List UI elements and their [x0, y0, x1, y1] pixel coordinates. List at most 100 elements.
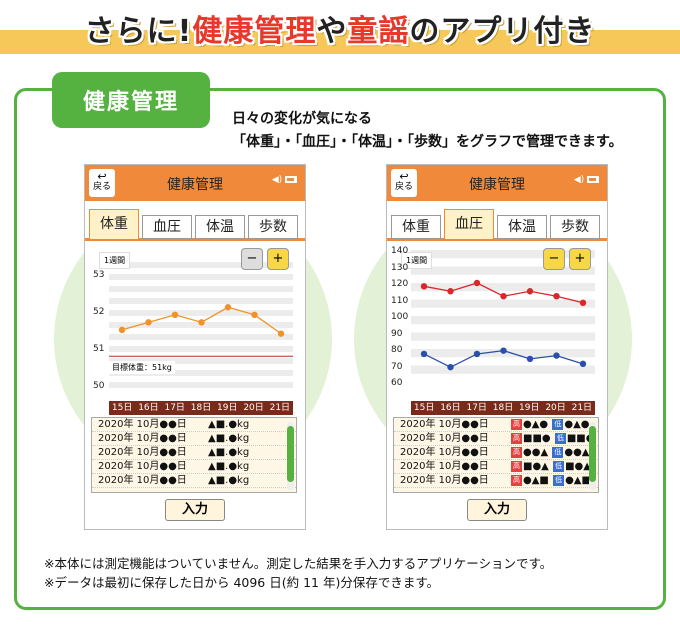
weight-point: [171, 311, 179, 318]
tab-blood-pressure[interactable]: 血圧: [142, 215, 192, 239]
bp-chart-svg: [411, 250, 595, 374]
grid-band: [109, 298, 293, 304]
y-tick: 140: [391, 246, 409, 256]
scrollbar-thumb[interactable]: [287, 426, 294, 482]
tab-bar: 体重 血圧 体温 歩数: [85, 209, 305, 241]
grid-band: [109, 262, 293, 268]
blood-pressure-screen: ↩ 戻る 健康管理 ◀) 体重 血圧 体温 歩数 1週間 − + 140 130 12…: [386, 164, 608, 530]
x-tick: 21日: [571, 403, 593, 413]
list-item[interactable]: 2020年 10月●●日高 ■■● 低 ■■●: [394, 432, 598, 446]
systolic-point: [526, 288, 534, 295]
x-tick: 15日: [111, 403, 133, 413]
low-badge: 低: [552, 418, 564, 430]
tab-blood-pressure[interactable]: 血圧: [444, 209, 494, 239]
low-badge: 低: [553, 460, 565, 472]
y-tick: 90: [391, 328, 403, 339]
back-button[interactable]: ↩ 戻る: [391, 169, 417, 197]
scrollbar-thumb[interactable]: [589, 426, 596, 482]
note-line-1: ※本体には測定機能はついていません。測定した結果を手入力するアプリケーションです…: [44, 556, 553, 571]
input-button[interactable]: 入力: [467, 499, 527, 521]
y-tick: 51: [93, 344, 105, 354]
x-tick: 19日: [519, 403, 540, 413]
tab-temperature[interactable]: 体温: [195, 215, 245, 239]
y-tick: 130: [391, 262, 409, 273]
zoom-out-icon[interactable]: −: [241, 248, 263, 270]
zoom-in-icon[interactable]: +: [267, 248, 289, 270]
list-item[interactable]: 2020年 10月●●日 ▲■.●kg: [92, 460, 296, 474]
target-weight-label: 目標体重：51kg: [109, 361, 175, 374]
diastolic-point: [553, 352, 560, 359]
app-header: ↩ 戻る 健康管理 ◀): [85, 165, 305, 201]
high-badge: 高: [511, 432, 522, 444]
x-tick: 21日: [269, 403, 291, 413]
date-axis: 15日 16日 17日 18日 19日 20日 21日: [411, 401, 595, 415]
battery-icon: [285, 176, 297, 183]
x-tick: 15日: [413, 403, 435, 413]
x-tick: 17日: [164, 403, 185, 413]
weight-point: [224, 304, 232, 311]
weight-chart-svg: [109, 262, 293, 388]
grid-band: [109, 346, 293, 352]
period-selector[interactable]: 1週間: [401, 252, 433, 269]
y-tick: 120: [391, 279, 409, 289]
tab-temperature[interactable]: 体温: [497, 215, 547, 239]
zoom-in-icon[interactable]: +: [569, 248, 591, 270]
x-tick: 20日: [545, 403, 566, 413]
y-tick: 110: [391, 295, 409, 306]
y-tick: 52: [93, 307, 105, 317]
list-item[interactable]: 2020年 10月●●日 ▲■.●kg: [92, 474, 296, 488]
weight-point: [277, 330, 285, 337]
diastolic-point: [500, 347, 507, 354]
list-item[interactable]: 2020年 10月●●日高 ●▲● 低 ●▲●: [394, 418, 598, 432]
back-button[interactable]: ↩ 戻る: [89, 169, 115, 197]
list-item[interactable]: 2020年 10月●●日 ▲■.●kg: [92, 418, 296, 432]
grid-band: [109, 382, 293, 388]
description-line-1: 日々の変化が気になる: [232, 111, 372, 127]
y-tick: 60: [391, 378, 403, 388]
high-badge: 高: [511, 460, 522, 472]
zoom-out-icon[interactable]: −: [543, 248, 565, 270]
list-item[interactable]: 2020年 10月●●日 ▲■.●kg: [92, 446, 296, 460]
app-title: 健康管理: [469, 177, 525, 193]
app-header: ↩ 戻る 健康管理 ◀): [387, 165, 607, 201]
scrollbar[interactable]: [287, 422, 294, 490]
list-item[interactable]: 2020年 10月●●日高 ●●▲ 低 ●●▲: [394, 446, 598, 460]
tab-weight[interactable]: 体重: [391, 215, 441, 239]
scrollbar[interactable]: [589, 422, 596, 490]
battery-icon: [587, 176, 599, 183]
x-tick: 19日: [217, 403, 238, 413]
list-item[interactable]: 2020年 10月●●日高 ●▲■ 低 ●▲■: [394, 474, 598, 488]
period-selector[interactable]: 1週間: [99, 252, 131, 269]
x-tick: 20日: [243, 403, 264, 413]
high-badge: 高: [511, 474, 522, 486]
tab-steps[interactable]: 歩数: [550, 215, 600, 239]
weight-point: [198, 319, 205, 326]
x-tick: 17日: [466, 403, 487, 413]
diastolic-point: [420, 350, 428, 358]
y-tick: 53: [93, 270, 105, 280]
tab-steps[interactable]: 歩数: [248, 215, 298, 239]
systolic-point: [553, 293, 560, 300]
grid-band: [109, 274, 293, 280]
x-tick: 16日: [440, 403, 461, 413]
tab-weight[interactable]: 体重: [89, 209, 139, 239]
speaker-icon: ◀): [573, 175, 585, 185]
x-tick: 18日: [492, 403, 514, 413]
record-list[interactable]: 2020年 10月●●日高 ●▲● 低 ●▲● 2020年 10月●●日高 ■■● 低 ■…: [393, 417, 599, 493]
grid-band: [411, 332, 595, 341]
y-tick: 80: [391, 345, 403, 355]
diastolic-point: [526, 355, 534, 363]
top-banner: さらに!健康管理や童謡のアプリ付き: [0, 0, 680, 60]
input-button[interactable]: 入力: [165, 499, 225, 521]
list-item[interactable]: 2020年 10月●●日高 ■●▲ 低 ■●▲: [394, 460, 598, 474]
app-title: 健康管理: [167, 177, 223, 193]
tab-bar: 体重 血圧 体温 歩数: [387, 209, 607, 241]
grid-band: [109, 370, 293, 376]
weight-screen: ↩ 戻る 健康管理 ◀) 体重 血圧 体温 歩数 1週間 − + 目標体重：51k…: [84, 164, 306, 530]
bp-chart: 1週間 − + 140 130 120 110 100 90 80 70 60: [387, 244, 607, 404]
grid-band: [411, 365, 595, 374]
grid-band: [411, 250, 595, 259]
banner-stripe: [0, 30, 680, 54]
list-item[interactable]: 2020年 10月●●日 ▲■.●kg: [92, 432, 296, 446]
record-list[interactable]: 2020年 10月●●日 ▲■.●kg 2020年 10月●●日 ▲■.●kg 20…: [91, 417, 297, 493]
